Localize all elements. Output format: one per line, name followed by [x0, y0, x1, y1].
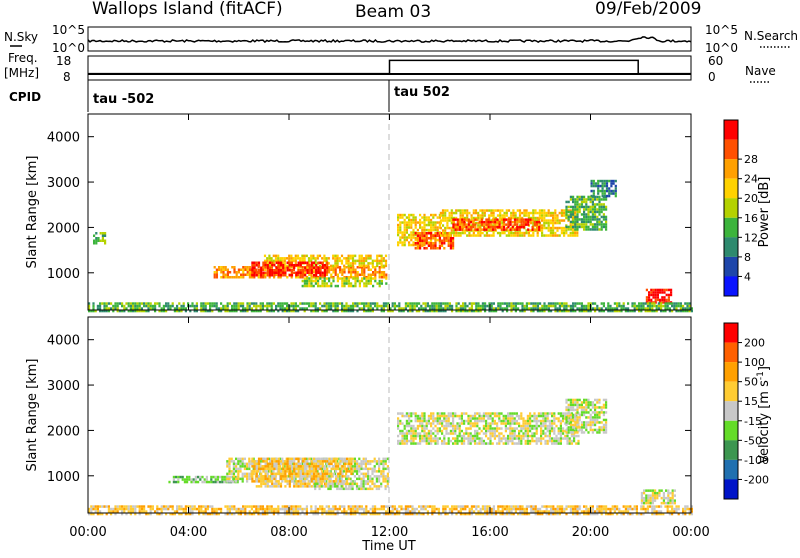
power-colorbar-swatch: [724, 198, 738, 218]
freq-label: Freq.: [8, 51, 38, 65]
noise-tick-top-left: 10^5: [52, 23, 85, 37]
velocity-ytick-label: 3000: [47, 379, 80, 394]
time-tick-label: 12:00: [371, 525, 408, 540]
freq-tick-top: 18: [56, 54, 71, 68]
velocity-colorbar-label: Velocity [m s-1]: [756, 366, 772, 464]
power-ytick-label: 2000: [47, 221, 80, 236]
velocity-ylabel: Slant Range [km]: [25, 359, 40, 472]
power-colorbar-swatch: [724, 179, 738, 199]
velocity-colorbar-tick: 15: [744, 395, 758, 408]
power-colorbar: 4 8 12 16 20 24 28: [724, 120, 758, 296]
power-colorbar-swatch: [724, 276, 738, 296]
power-colorbar-swatch: [724, 120, 738, 140]
power-colorbar-tick: 28: [744, 153, 758, 166]
velocity-colorbar-swatch: [724, 479, 738, 499]
power-colorbar-tick: 12: [744, 231, 758, 244]
time-tick-label: 00:00: [672, 525, 709, 540]
freq-tick-bottom: 8: [63, 70, 71, 84]
velocity-ytick-label: 1000: [47, 470, 80, 485]
noise-tick-top-right: 10^5: [705, 23, 738, 37]
noise-panel: N.Sky 10^5 10^0 10^5 10^0 N.Search: [4, 23, 798, 55]
power-ytick-label: 3000: [47, 176, 80, 191]
power-colorbar-swatch: [724, 257, 738, 277]
velocity-colorbar-tick: 200: [744, 337, 765, 350]
cpid-segment-2: tau 502: [394, 85, 450, 100]
time-tick-label: 04:00: [170, 525, 207, 540]
power-colorbar-swatch: [724, 140, 738, 160]
nave-label: Nave: [745, 64, 776, 78]
power-colorbar-swatch: [724, 159, 738, 179]
power-echo-region: [452, 218, 540, 231]
power-panel: 1000 2000 3000 4000 Slant Range [km]: [25, 114, 693, 312]
power-ytick-label: 1000: [47, 267, 80, 282]
power-colorbar-tick: 20: [744, 192, 758, 205]
power-colorbar-tick: 4: [744, 270, 751, 283]
power-colorbar-tick: 16: [744, 212, 758, 225]
velocity-colorbar-swatch: [724, 401, 738, 421]
velocity-echo-region: [88, 505, 693, 515]
date-title: 09/Feb/2009: [595, 0, 701, 19]
velocity-ytick-label: 2000: [47, 424, 80, 439]
power-ytick-label: 4000: [47, 131, 80, 146]
time-tick-label: 20:00: [572, 525, 609, 540]
velocity-ytick-label: 4000: [47, 334, 80, 349]
cpid-label: CPID: [9, 90, 41, 104]
freq-panel: Freq. [MHz] 18 8 60 0 Nave: [4, 51, 776, 84]
noise-tick-bottom-right: 10^0: [705, 41, 738, 55]
power-colorbar-swatch: [724, 237, 738, 257]
nsearch-label: N.Search: [744, 29, 798, 43]
velocity-colorbar-swatch: [724, 421, 738, 441]
time-axis-label: Time UT: [361, 539, 415, 554]
noise-trace: [88, 37, 691, 42]
nsky-label: N.Sky: [4, 30, 38, 44]
velocity-colorbar-label-close: ]: [757, 366, 772, 371]
velocity-panel: 1000 2000 3000 4000 Slant Range [km]: [25, 317, 693, 515]
cpid-row: CPID tau -502 tau 502: [9, 80, 450, 112]
nave-trace: [88, 60, 691, 73]
power-colorbar-swatch: [724, 218, 738, 238]
beam-title: Beam 03: [355, 2, 431, 22]
velocity-colorbar-label-exponent: -1: [756, 371, 766, 380]
nave-tick-bottom: 0: [708, 70, 716, 84]
power-ylabel: Slant Range [km]: [25, 156, 40, 269]
power-colorbar-label: Power [dB]: [757, 177, 772, 248]
velocity-colorbar-label-main: Velocity [m s: [757, 380, 772, 464]
nave-tick-top: 60: [708, 54, 723, 68]
station-title: Wallops Island (fitACF): [92, 0, 283, 19]
power-colorbar-tick: 8: [744, 251, 751, 264]
time-tick-label: 00:00: [69, 525, 106, 540]
freq-unit: [MHz]: [4, 66, 39, 80]
velocity-colorbar-swatch: [724, 362, 738, 382]
noise-tick-bottom-left: 10^0: [52, 41, 85, 55]
velocity-colorbar-swatch: [724, 382, 738, 402]
time-tick-label: 08:00: [270, 525, 307, 540]
cpid-segment-1: tau -502: [93, 92, 154, 107]
power-colorbar-tick: 24: [744, 173, 758, 186]
velocity-colorbar-tick: -200: [744, 473, 769, 486]
velocity-colorbar-swatch: [724, 323, 738, 343]
velocity-colorbar-swatch: [724, 440, 738, 460]
velocity-colorbar-swatch: [724, 343, 738, 363]
velocity-colorbar-swatch: [724, 460, 738, 480]
time-tick-label: 16:00: [471, 525, 508, 540]
